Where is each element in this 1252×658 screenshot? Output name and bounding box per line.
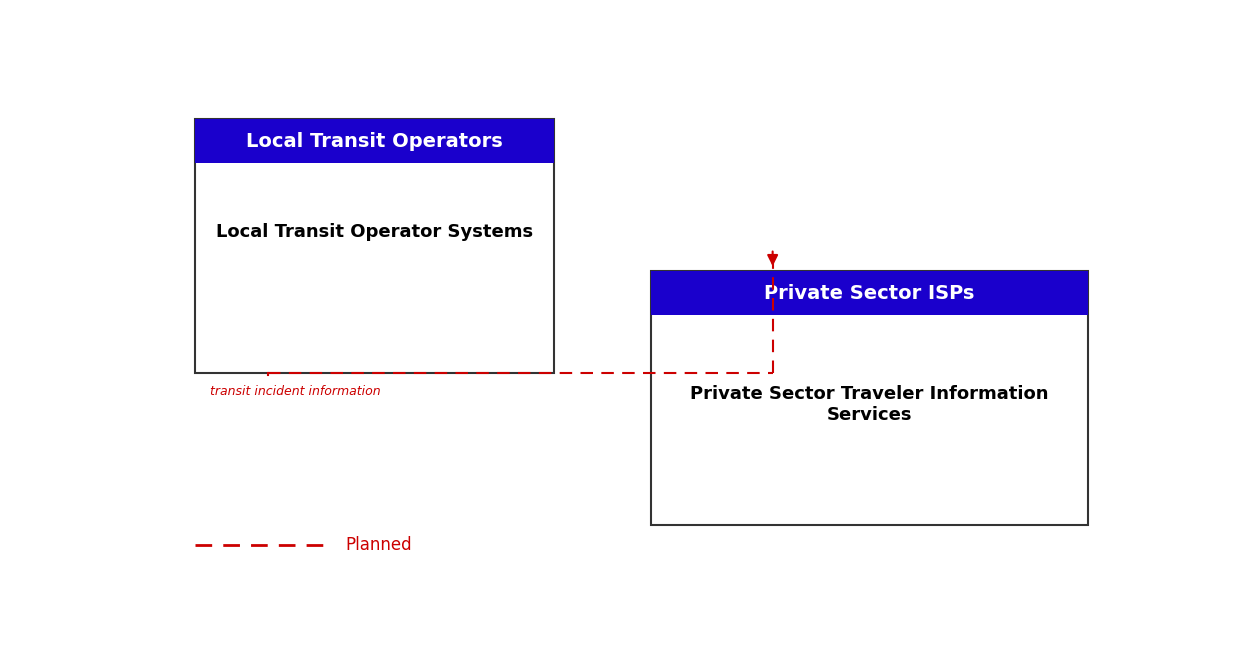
Bar: [651, 272, 1088, 315]
Bar: [195, 120, 555, 163]
Text: transit incident information: transit incident information: [210, 386, 381, 399]
Text: Local Transit Operators: Local Transit Operators: [247, 132, 503, 151]
Text: Private Sector ISPs: Private Sector ISPs: [765, 284, 975, 303]
Bar: [195, 120, 555, 373]
Text: Local Transit Operator Systems: Local Transit Operator Systems: [217, 223, 533, 241]
Bar: [651, 272, 1088, 525]
Text: Private Sector Traveler Information
Services: Private Sector Traveler Information Serv…: [690, 386, 1049, 424]
Text: Planned: Planned: [346, 536, 412, 554]
